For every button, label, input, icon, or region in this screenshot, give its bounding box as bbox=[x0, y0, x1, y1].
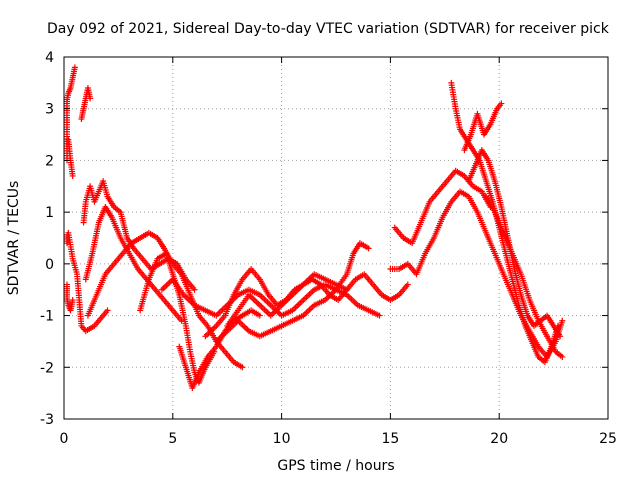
y-tick-label: 1 bbox=[45, 205, 54, 221]
plus-marker bbox=[71, 64, 78, 71]
series-track-f bbox=[80, 178, 198, 293]
y-tick-label: 4 bbox=[45, 50, 54, 66]
axis-ticks: 0 5 10 15 20 25 -3 -2 -1 0 1 2 3 4 bbox=[40, 50, 617, 447]
series-track-b bbox=[65, 136, 76, 179]
plus-marker bbox=[498, 100, 505, 107]
series-track-e bbox=[64, 229, 111, 335]
series-track-p bbox=[387, 188, 566, 360]
y-tick-label: -2 bbox=[40, 360, 54, 376]
series-track-r bbox=[461, 100, 505, 154]
plus-marker bbox=[376, 312, 383, 319]
series-track-m bbox=[213, 240, 372, 345]
y-tick-label: 3 bbox=[45, 102, 54, 118]
chart-title: Day 092 of 2021, Sidereal Day-to-day VTE… bbox=[47, 21, 610, 37]
grid-lines bbox=[64, 57, 608, 419]
series-track-o bbox=[391, 167, 494, 247]
y-tick-label: -3 bbox=[40, 412, 54, 428]
plus-marker bbox=[69, 297, 76, 304]
x-axis-title: GPS time / hours bbox=[277, 458, 394, 474]
y-tick-label: 2 bbox=[45, 153, 54, 169]
plus-marker bbox=[404, 281, 411, 288]
plus-marker bbox=[559, 317, 566, 324]
plot-area bbox=[64, 64, 566, 391]
plus-marker bbox=[87, 95, 94, 102]
plus-marker bbox=[365, 245, 372, 252]
series-track-l bbox=[202, 266, 411, 340]
series-track-s bbox=[465, 147, 564, 340]
plus-marker bbox=[191, 286, 198, 293]
x-tick-label: 5 bbox=[168, 431, 177, 447]
x-tick-label: 25 bbox=[599, 431, 617, 447]
series-track-d bbox=[64, 281, 76, 314]
plus-marker bbox=[239, 364, 246, 371]
y-tick-label: 0 bbox=[45, 257, 54, 273]
x-tick-label: 0 bbox=[60, 431, 69, 447]
plus-marker bbox=[256, 312, 263, 319]
series-track-c bbox=[78, 85, 94, 123]
series-track-n bbox=[224, 271, 350, 329]
x-tick-label: 10 bbox=[273, 431, 291, 447]
series-track-t bbox=[483, 193, 566, 360]
plus-marker bbox=[557, 333, 564, 340]
y-axis-title: SDTVAR / TECUs bbox=[6, 181, 22, 296]
plus-marker bbox=[559, 353, 566, 360]
plot-frame bbox=[63, 56, 609, 420]
plus-marker bbox=[343, 286, 350, 293]
y-tick-label: -1 bbox=[40, 309, 54, 325]
plus-marker bbox=[69, 172, 76, 179]
x-tick-label: 15 bbox=[381, 431, 399, 447]
plus-marker bbox=[104, 307, 111, 314]
x-tick-label: 20 bbox=[490, 431, 508, 447]
